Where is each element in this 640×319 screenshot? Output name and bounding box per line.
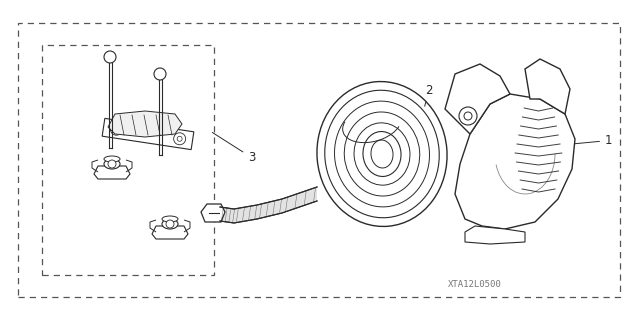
Circle shape: [177, 136, 182, 141]
Ellipse shape: [371, 140, 393, 168]
Polygon shape: [465, 226, 525, 244]
Polygon shape: [102, 118, 194, 150]
Polygon shape: [455, 94, 575, 229]
Ellipse shape: [162, 219, 178, 229]
Ellipse shape: [317, 82, 447, 226]
Circle shape: [108, 160, 116, 168]
Circle shape: [459, 107, 477, 125]
Bar: [18, 23, 620, 297]
Ellipse shape: [104, 159, 120, 169]
Polygon shape: [108, 111, 182, 137]
Polygon shape: [201, 204, 225, 222]
Ellipse shape: [363, 131, 401, 176]
Circle shape: [104, 51, 116, 63]
Polygon shape: [152, 226, 188, 239]
Circle shape: [166, 220, 174, 228]
Text: 1: 1: [575, 134, 612, 147]
Circle shape: [154, 68, 166, 80]
Text: 3: 3: [212, 132, 255, 164]
Bar: [42, 45, 214, 275]
Ellipse shape: [104, 156, 120, 162]
Polygon shape: [445, 64, 510, 134]
Text: XTA12L0500: XTA12L0500: [448, 280, 502, 289]
Circle shape: [173, 133, 186, 145]
Polygon shape: [220, 187, 317, 223]
Text: 2: 2: [425, 84, 433, 106]
Circle shape: [114, 127, 119, 132]
Circle shape: [464, 112, 472, 120]
Polygon shape: [94, 166, 130, 179]
Ellipse shape: [162, 216, 178, 222]
Polygon shape: [525, 59, 570, 114]
Circle shape: [110, 123, 122, 135]
